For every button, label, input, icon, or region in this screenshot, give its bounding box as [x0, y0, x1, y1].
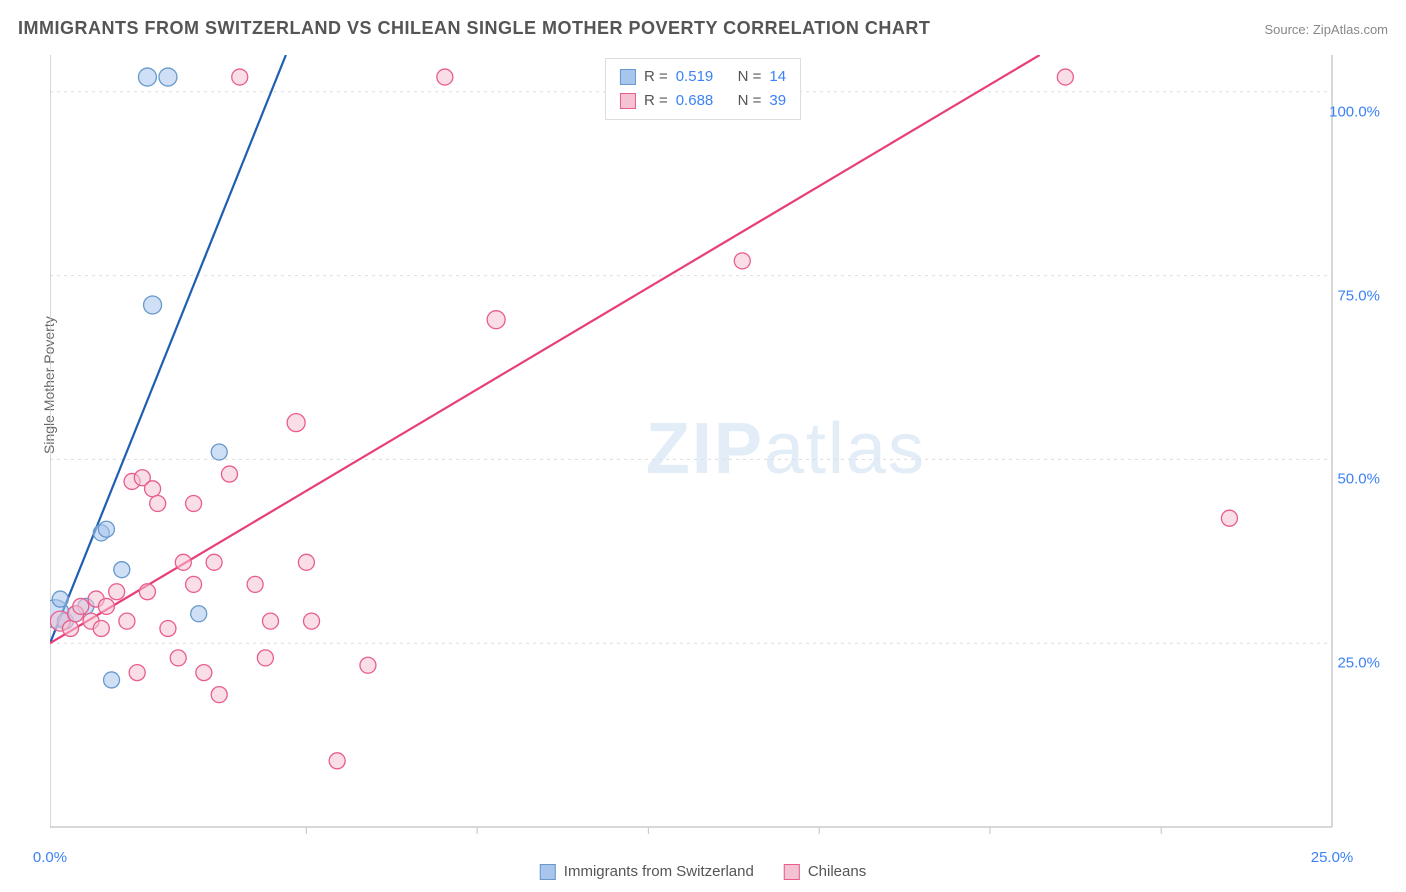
correlation-legend: R = 0.519 N = 14 R = 0.688 N = 39	[605, 58, 801, 120]
legend-label-0: Immigrants from Switzerland	[564, 863, 754, 880]
n-value-1: 39	[769, 89, 786, 113]
swatch-icon	[620, 93, 636, 109]
scatter-chart	[50, 55, 1388, 842]
legend-item-switzerland: Immigrants from Switzerland	[540, 863, 754, 880]
x-tick-label: 0.0%	[33, 849, 67, 866]
chart-header: IMMIGRANTS FROM SWITZERLAND VS CHILEAN S…	[18, 18, 1388, 39]
chart-title: IMMIGRANTS FROM SWITZERLAND VS CHILEAN S…	[18, 18, 930, 39]
legend-row-switzerland: R = 0.519 N = 14	[620, 65, 786, 89]
legend-item-chileans: Chileans	[784, 863, 866, 880]
chart-source: Source: ZipAtlas.com	[1264, 22, 1388, 37]
chart-area: ZIPatlas 25.0%50.0%75.0%100.0%0.0%25.0%	[50, 55, 1388, 842]
y-tick-label: 25.0%	[1337, 655, 1380, 672]
swatch-icon	[540, 864, 556, 880]
x-tick-label: 25.0%	[1311, 849, 1354, 866]
y-tick-label: 75.0%	[1337, 287, 1380, 304]
r-value-0: 0.519	[676, 65, 714, 89]
legend-label-1: Chileans	[808, 863, 866, 880]
n-value-0: 14	[769, 65, 786, 89]
legend-row-chileans: R = 0.688 N = 39	[620, 89, 786, 113]
r-label: R =	[644, 89, 668, 113]
y-tick-label: 50.0%	[1337, 471, 1380, 488]
y-tick-label: 100.0%	[1329, 103, 1380, 120]
r-label: R =	[644, 65, 668, 89]
swatch-icon	[784, 864, 800, 880]
n-label: N =	[738, 89, 762, 113]
series-legend: Immigrants from Switzerland Chileans	[540, 863, 866, 880]
swatch-icon	[620, 69, 636, 85]
n-label: N =	[738, 65, 762, 89]
r-value-1: 0.688	[676, 89, 714, 113]
